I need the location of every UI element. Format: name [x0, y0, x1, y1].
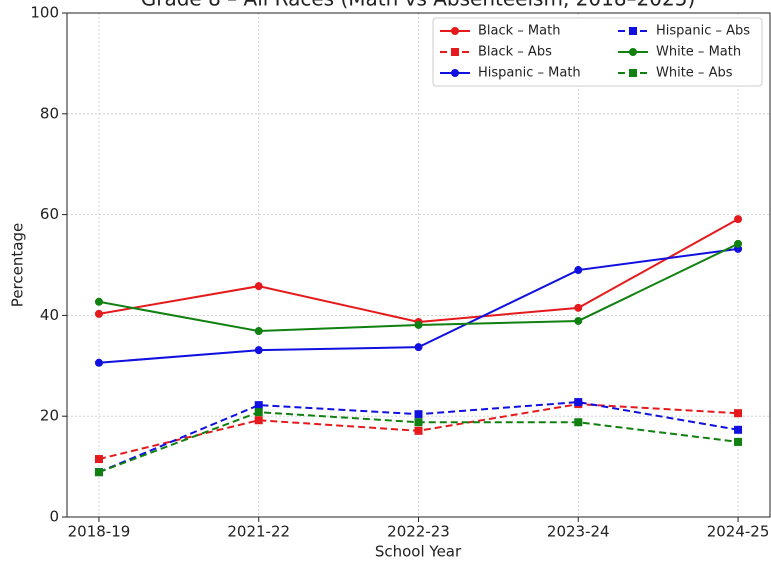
y-tick-label: 40: [40, 306, 59, 324]
marker: [451, 27, 459, 35]
marker: [254, 327, 263, 336]
marker: [414, 343, 423, 352]
legend-label: White – Abs: [656, 66, 733, 81]
marker: [734, 437, 743, 446]
y-tick-label: 0: [49, 508, 59, 526]
marker: [94, 297, 103, 306]
marker: [734, 239, 743, 248]
marker: [451, 69, 459, 77]
marker: [94, 358, 103, 367]
marker: [254, 346, 263, 355]
y-axis-label: Percentage: [9, 223, 27, 307]
x-tick-label: 2018-19: [68, 523, 131, 541]
marker: [574, 418, 583, 427]
x-axis-label: School Year: [375, 543, 462, 561]
marker: [734, 215, 743, 224]
legend-box: [432, 17, 763, 87]
legend-label: Black – Math: [478, 24, 560, 39]
marker: [629, 69, 637, 77]
marker: [574, 316, 583, 325]
marker: [734, 425, 743, 434]
y-tick-label: 100: [30, 4, 59, 22]
marker: [254, 416, 263, 425]
legend-label: Black – Abs: [478, 45, 552, 60]
marker: [574, 266, 583, 275]
marker: [94, 309, 103, 318]
legend-label: Hispanic – Abs: [656, 24, 750, 39]
marker: [629, 27, 637, 35]
x-tick-label: 2023-24: [547, 523, 610, 541]
marker: [574, 303, 583, 312]
marker: [414, 426, 423, 435]
chart-title: Grade 8 – All Races (Math vs Absenteeism…: [141, 0, 696, 11]
x-tick-label: 2024-25: [707, 523, 770, 541]
marker: [414, 410, 423, 419]
y-tick-label: 80: [40, 104, 59, 122]
legend: Black – Math Black – Abs Hispanic – Math Hi…: [432, 17, 763, 87]
marker: [254, 408, 263, 417]
marker: [94, 455, 103, 464]
x-tick-label: 2022-23: [387, 523, 450, 541]
marker: [254, 401, 263, 410]
marker: [574, 398, 583, 407]
legend-label: Hispanic – Math: [478, 66, 581, 81]
marker: [734, 409, 743, 418]
plot-frame: [66, 12, 771, 518]
x-tick-label: 2021-22: [227, 523, 290, 541]
legend-label: White – Math: [656, 45, 741, 60]
marker: [254, 282, 263, 291]
marker: [414, 320, 423, 329]
marker: [629, 48, 637, 56]
marker: [414, 418, 423, 427]
marker: [451, 48, 459, 56]
y-tick-label: 60: [40, 205, 59, 223]
marker: [94, 468, 103, 477]
y-tick-label: 20: [40, 407, 59, 425]
